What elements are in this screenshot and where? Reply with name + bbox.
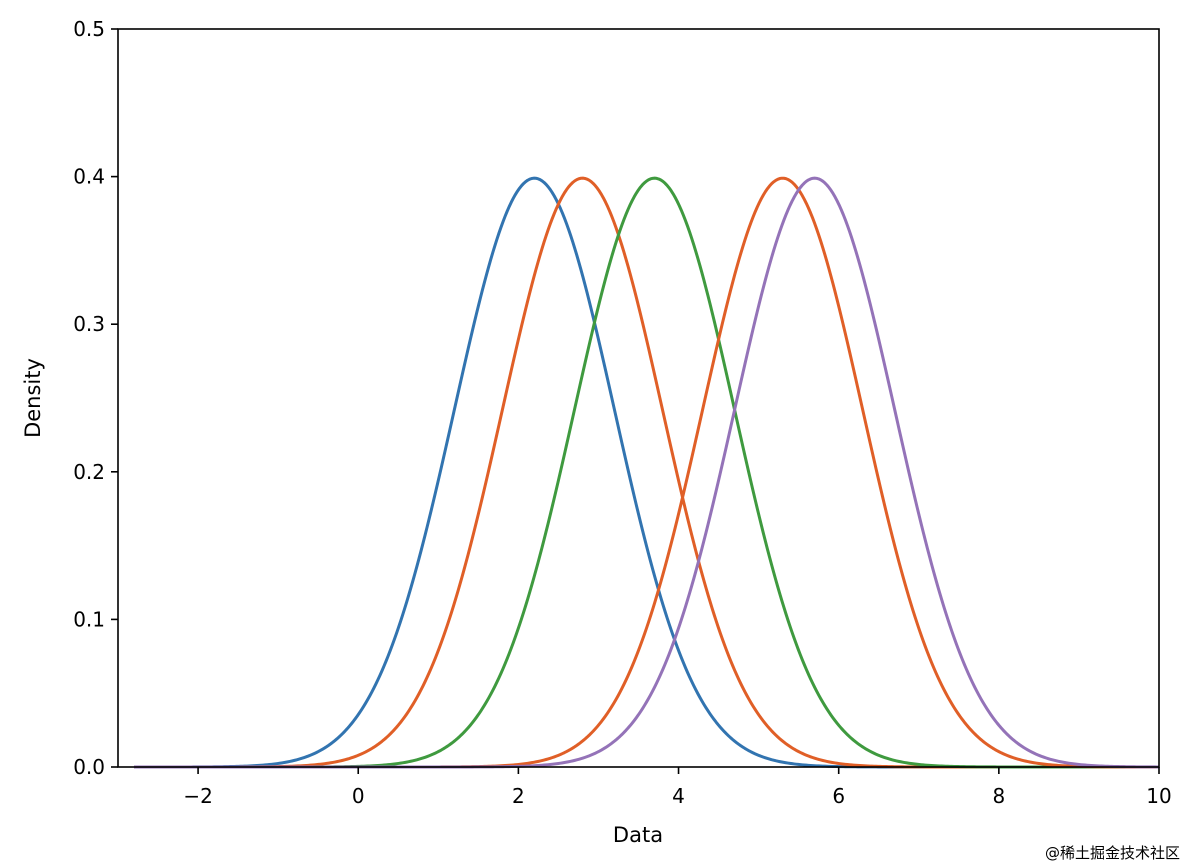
- y-axis-ticks: 0.0 0.1 0.2 0.3 0.4 0.5: [73, 17, 118, 779]
- x-tick-label: 4: [672, 784, 685, 808]
- density-curve-2: [134, 176, 1159, 769]
- y-tick-label: 0.4: [73, 165, 105, 189]
- plot-area-frame: [117, 28, 1160, 768]
- density-curve-1: [134, 176, 1159, 769]
- x-tick-label: 6: [832, 784, 845, 808]
- y-tick-label: 0.0: [73, 755, 105, 779]
- x-tick-label: 8: [992, 784, 1005, 808]
- y-axis-label: Density: [21, 358, 45, 438]
- density-curve-3: [134, 176, 1159, 769]
- x-tick-label: 2: [512, 784, 525, 808]
- y-tick-label: 0.5: [73, 17, 105, 41]
- x-axis-ticks: −2 0 2 4 6 8 10: [183, 767, 1172, 808]
- y-tick-label: 0.2: [73, 460, 105, 484]
- y-tick-label: 0.3: [73, 312, 105, 336]
- watermark-text: @稀土掘金技术社区: [1045, 844, 1180, 862]
- density-curve-4: [134, 176, 1159, 769]
- density-curve-5: [134, 176, 1159, 769]
- density-curves: [134, 176, 1159, 769]
- y-tick-label: 0.1: [73, 607, 105, 631]
- x-tick-label: 10: [1146, 784, 1171, 808]
- x-axis-label: Data: [613, 823, 663, 847]
- x-tick-label: 0: [352, 784, 365, 808]
- x-tick-label: −2: [183, 784, 212, 808]
